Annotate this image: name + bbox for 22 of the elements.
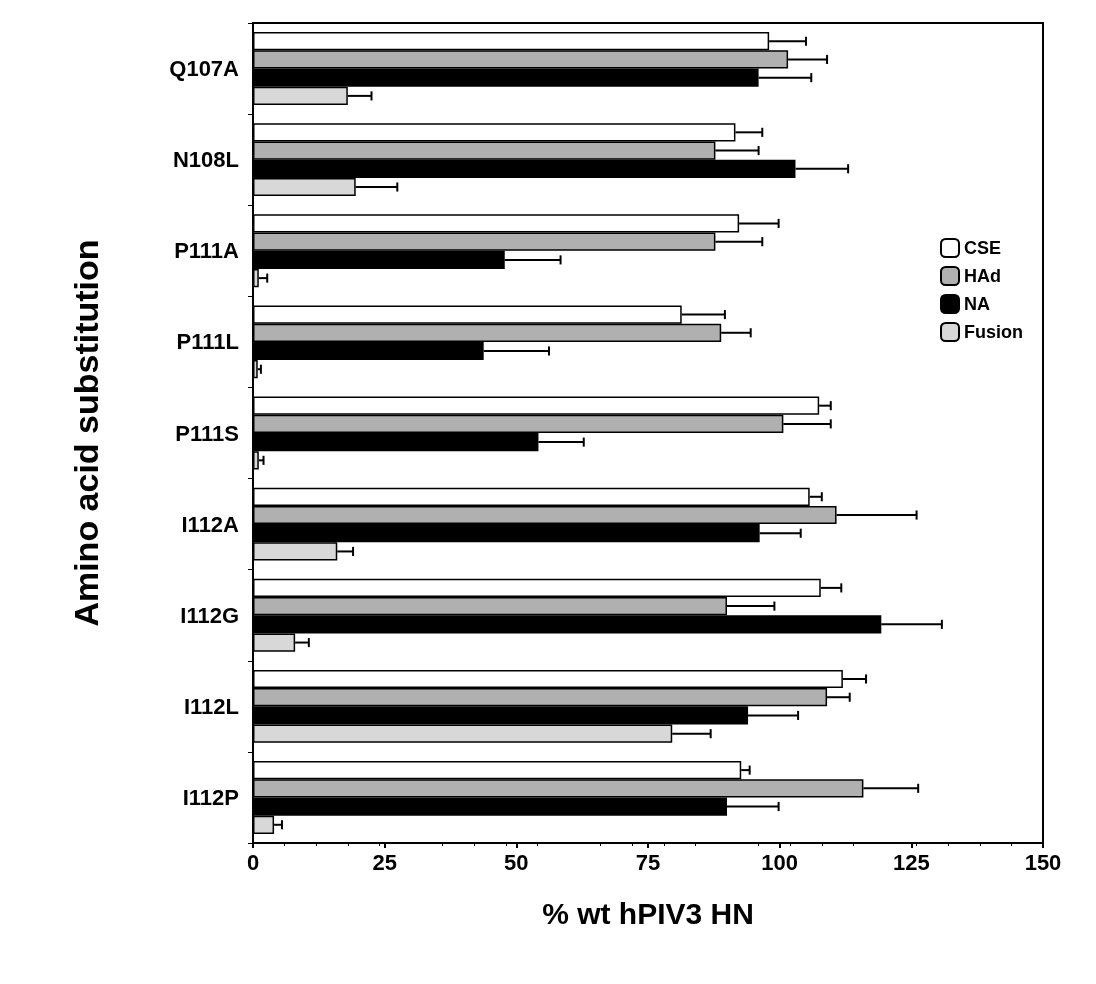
legend-label: Fusion [964,322,1024,342]
legend-label: CSE [964,238,1002,258]
x-tick-label: 125 [892,849,930,875]
x-tick-label: 0 [246,849,260,875]
x-axis-title: % wt hPIV3 HN [542,896,754,930]
x-tick-label: 25 [372,849,397,875]
x-tick-label: 50 [504,849,529,875]
x-tick-label: 75 [635,849,661,875]
y-tick-label: I112L [183,693,239,719]
y-tick-label: P111S [175,420,239,446]
x-tick-label: 150 [1024,849,1062,875]
y-tick-label: P111A [174,238,240,264]
x-tick-label: 100 [761,849,799,875]
y-tick-label: P111L [176,329,239,355]
legend-label: NA [964,294,991,314]
legend-label: HAd [964,266,1002,286]
y-tick-label: I112G [180,602,239,628]
y-tick-label: Q107A [169,56,240,82]
y-tick-label: I112A [181,511,240,537]
y-tick-label: N108L [172,147,239,173]
y-tick-label: I112P [182,784,239,810]
y-axis-title: Amino acid substitution [67,239,105,627]
